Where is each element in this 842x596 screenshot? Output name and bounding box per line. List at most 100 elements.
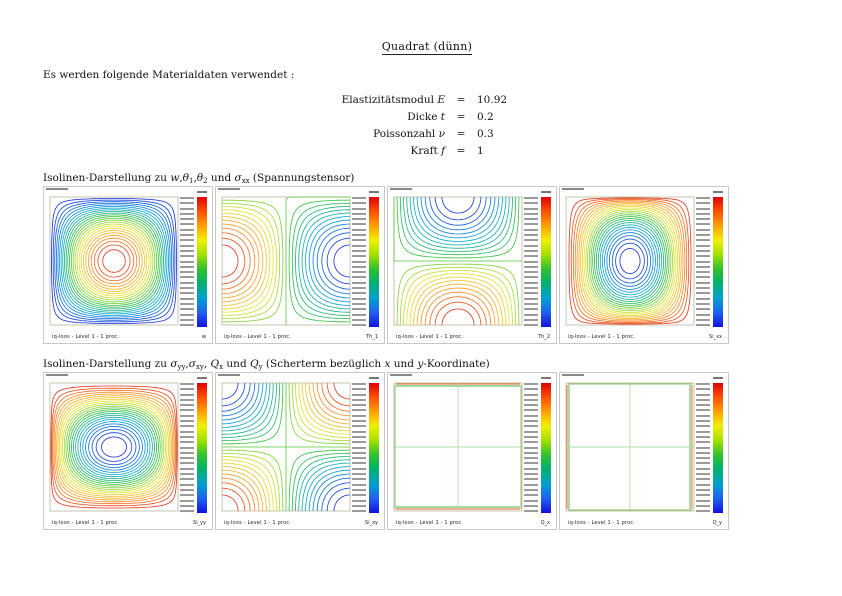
isoline (409, 276, 507, 325)
isoline (221, 382, 351, 512)
isoline (52, 199, 176, 323)
math-subscript: 2 (203, 177, 208, 185)
isoline (574, 200, 686, 322)
isoline (587, 210, 673, 312)
isoline (308, 219, 350, 303)
isoline (222, 383, 350, 511)
caption-text: (Scherterm bezüglich (262, 358, 385, 370)
isoline (76, 223, 152, 299)
isoline (596, 220, 664, 302)
contour-area (565, 196, 695, 326)
plot-header (390, 188, 412, 190)
isoline (305, 216, 350, 306)
math-symbol: w (170, 172, 180, 184)
isoline (67, 214, 161, 308)
contour-area (221, 196, 351, 326)
isoline (441, 196, 475, 214)
colorbar-title (369, 191, 379, 193)
isoline (87, 234, 141, 288)
isoline (75, 414, 153, 480)
colorbar-ticks (178, 383, 196, 513)
plot-footer: iq-loos - Level 1 - 1 proc. (52, 520, 120, 526)
isoline (396, 263, 520, 325)
math-subscript: y (258, 363, 263, 371)
contour-plot-sxy: iq-loos - Level 1 - 1 proc. Si_xy (215, 372, 385, 530)
equals-sign: = (456, 111, 466, 123)
colorbar-ticks (694, 383, 712, 513)
isoline (221, 382, 351, 512)
isoline (576, 201, 684, 321)
isoline (288, 199, 350, 323)
plot-header (218, 374, 240, 376)
equals-sign: = (456, 145, 466, 157)
colorbar-title (713, 377, 723, 379)
caption-text: und (223, 358, 250, 370)
isoline (221, 382, 351, 512)
isoline (80, 227, 148, 295)
caption-text: , (203, 358, 211, 370)
isoline (83, 230, 145, 292)
isoline (221, 382, 351, 512)
isoline (65, 405, 163, 489)
plot-header (390, 374, 412, 376)
plot-header (46, 374, 68, 376)
isoline (221, 232, 251, 290)
isoline (222, 383, 350, 511)
isoline (326, 237, 351, 285)
contour-plot-qx: iq-loos - Level 1 - 1 proc. Q_x (387, 372, 557, 530)
isoline (85, 423, 143, 471)
isoline (65, 212, 163, 310)
colorbar-ticks (522, 383, 540, 513)
isoline (312, 223, 351, 299)
caption-text: und (207, 172, 235, 184)
isoline (85, 232, 143, 290)
isoline (57, 397, 171, 497)
isoline (93, 240, 135, 282)
caption-row-2: Isolinen-Darstellung zu σyy,σxy, Qx und … (43, 358, 490, 371)
isoline (62, 402, 166, 492)
isoline (581, 206, 679, 316)
colorbar (713, 197, 723, 327)
colorbar-ticks (522, 197, 540, 327)
math-symbol: σ (234, 172, 242, 184)
isoline (301, 212, 350, 310)
isoline (221, 382, 351, 512)
isoline (420, 287, 496, 326)
isoline (222, 199, 284, 323)
isoline (221, 382, 351, 512)
math-symbol: y (417, 358, 424, 370)
parameter-value: 0.2 (477, 111, 494, 123)
caption-text: , (193, 172, 197, 184)
contour-plot-th1: iq-loos - Level 1 - 1 proc. Th_1 (215, 186, 385, 344)
isoline (406, 196, 510, 249)
parameter-symbol: t (440, 111, 445, 123)
plot-variable-label: w (201, 334, 206, 340)
isoline (222, 383, 350, 511)
isoline (73, 413, 155, 481)
caption-text: , (179, 172, 183, 184)
isoline (221, 227, 256, 295)
plot-border (49, 382, 179, 512)
contour-area (393, 196, 523, 326)
isoline (413, 197, 503, 242)
parameter-row: Kraft f = 1 (300, 145, 507, 162)
isoline (403, 270, 513, 325)
isoline (222, 219, 264, 303)
colorbar (197, 383, 207, 513)
isoline (50, 385, 178, 509)
contour-plot-syy: iq-loos - Level 1 - 1 proc. Si_yy (43, 372, 213, 530)
title-text: Quadrat (dünn) (381, 40, 473, 55)
isoline (222, 383, 350, 511)
contour-area (49, 382, 179, 512)
math-symbol: Q (210, 358, 220, 370)
isoline (606, 232, 654, 290)
isoline (597, 222, 663, 300)
contour-area (49, 196, 179, 326)
math-symbol: x (384, 358, 391, 370)
isoline (592, 216, 668, 306)
isoline (393, 197, 522, 262)
isoline (79, 418, 149, 476)
isoline (222, 216, 267, 306)
plot-variable-label: Si_xx (709, 334, 722, 340)
isoline (221, 382, 351, 512)
